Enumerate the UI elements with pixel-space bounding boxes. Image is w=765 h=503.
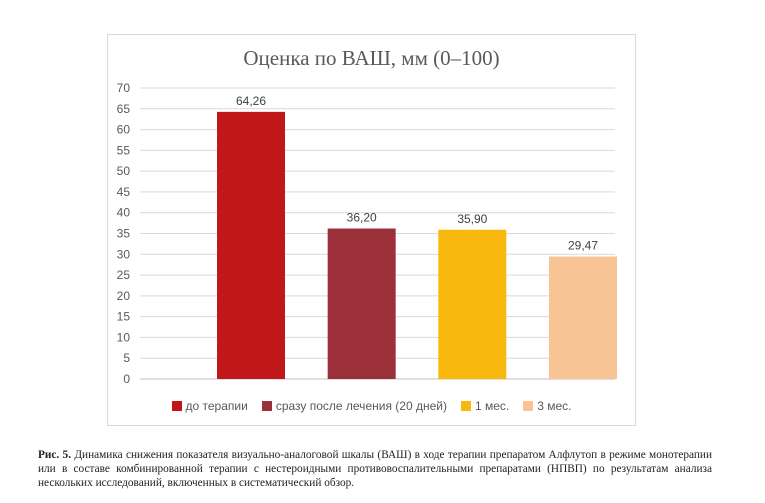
legend-item: сразу после лечения (20 дней) — [261, 399, 447, 413]
y-tick-label: 40 — [117, 206, 131, 220]
legend-item: 1 мес. — [460, 399, 510, 413]
bar — [438, 229, 507, 379]
legend-swatch — [261, 401, 272, 411]
legend-swatch — [171, 401, 182, 411]
data-label: 36,20 — [347, 211, 377, 225]
data-label: 35,90 — [457, 212, 487, 226]
legend-swatch — [460, 401, 471, 411]
chart-legend: до терапии сразу после лечения (20 дней) 1… — [107, 399, 636, 413]
y-tick-label: 20 — [117, 289, 131, 303]
y-tick-label: 5 — [123, 351, 130, 365]
y-tick-label: 70 — [117, 81, 131, 95]
y-tick-label: 25 — [117, 268, 131, 282]
figure-caption: Рис. 5. Динамика снижения показателя виз… — [38, 448, 712, 490]
y-tick-label: 45 — [117, 185, 131, 199]
legend-swatch — [523, 401, 534, 411]
bar — [217, 111, 285, 379]
y-tick-label: 55 — [117, 143, 131, 157]
y-tick-label: 60 — [117, 123, 131, 137]
caption-text: Динамика снижения показателя визуально-а… — [38, 449, 713, 489]
y-tick-label: 30 — [117, 247, 131, 261]
legend-label: 1 мес. — [474, 399, 510, 413]
bar — [549, 256, 617, 379]
bar — [327, 228, 396, 379]
data-label: 64,26 — [236, 94, 266, 108]
chart-title: Оценка по ВАШ, мм (0–100) — [243, 46, 500, 70]
legend-label: 3 мес. — [537, 399, 572, 413]
legend-label: до терапии — [185, 399, 248, 413]
data-label: 29,47 — [568, 238, 598, 252]
y-tick-label: 65 — [117, 102, 131, 116]
y-tick-label: 35 — [117, 227, 131, 241]
caption-prefix: Рис. 5. — [38, 449, 72, 461]
y-tick-label: 10 — [117, 330, 131, 344]
y-tick-label: 0 — [123, 372, 130, 386]
legend-item: до терапии — [171, 399, 248, 413]
legend-item: 3 мес. — [523, 399, 571, 413]
y-tick-label: 15 — [117, 310, 131, 324]
y-tick-label: 50 — [117, 164, 131, 178]
legend-label: сразу после лечения (20 дней) — [275, 399, 447, 413]
